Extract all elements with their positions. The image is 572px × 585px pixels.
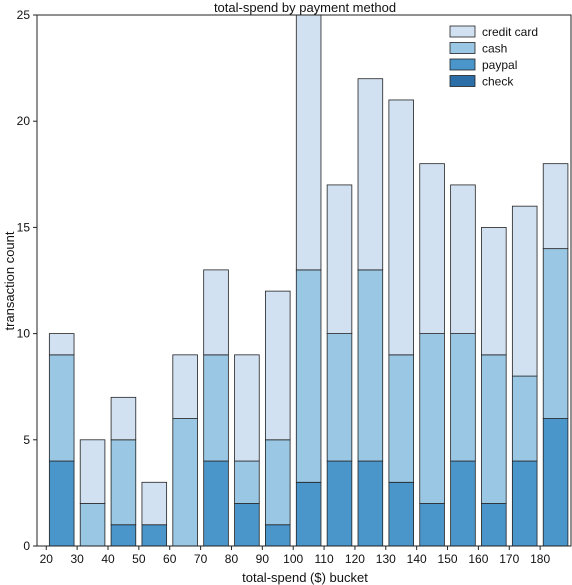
bar-cash-60 [172, 418, 198, 547]
legend-swatch-paypal [449, 58, 476, 71]
bar-paypal-170 [511, 460, 538, 547]
y-tick-label: 0 [23, 539, 30, 553]
x-tick-label: 50 [132, 552, 146, 566]
x-tick-label: 90 [256, 552, 270, 566]
bar-paypal-40 [110, 524, 137, 547]
x-tick-label: 120 [345, 552, 365, 566]
x-axis: 20 30 40 50 60 70 80 90 100 110 120 130 140 150 160 170… [40, 546, 550, 566]
bar-cash-80 [234, 460, 260, 504]
bar-cash-90 [265, 439, 291, 526]
bar-cash-160 [481, 354, 507, 504]
y-axis-label: transaction count [2, 231, 17, 330]
x-tick-label: 80 [225, 552, 239, 566]
bar-paypal-80 [234, 503, 260, 547]
bar-paypal-100 [295, 481, 322, 547]
bar-paypal-150 [450, 460, 476, 547]
bar-credit-card-110 [326, 184, 353, 334]
bar-credit-card-80 [234, 354, 260, 462]
x-tick-label: 70 [194, 552, 208, 566]
bar-credit-card-160 [481, 226, 507, 356]
legend: credit card cash paypal check [449, 25, 538, 89]
bar-credit-card-90 [265, 290, 291, 441]
y-axis: 0 5 10 15 20 25 [17, 8, 37, 553]
bar-credit-card-30 [79, 439, 106, 504]
y-tick-label: 20 [17, 114, 31, 128]
bar-credit-card-170 [511, 205, 538, 377]
bar-credit-card-100 [295, 14, 322, 271]
bars [48, 14, 569, 547]
bar-credit-card-120 [357, 78, 384, 271]
legend-label-paypal: paypal [482, 58, 517, 72]
bar-cash-120 [357, 269, 384, 462]
bar-cash-20 [48, 354, 75, 462]
bar-cash-130 [388, 354, 414, 483]
legend-label-credit-card: credit card [482, 25, 538, 39]
x-tick-label: 150 [438, 552, 458, 566]
y-tick-label: 10 [17, 327, 31, 341]
bar-paypal-110 [326, 460, 353, 547]
bar-credit-card-50 [141, 481, 168, 526]
bar-paypal-70 [203, 460, 229, 547]
bar-credit-card-40 [110, 396, 137, 441]
legend-label-cash: cash [482, 42, 507, 56]
bar-credit-card-150 [450, 184, 476, 334]
x-tick-label: 40 [101, 552, 115, 566]
bar-cash-30 [79, 503, 106, 547]
bar-paypal-160 [481, 503, 507, 547]
bar-cash-180 [542, 248, 569, 419]
bar-cash-100 [295, 269, 322, 483]
bar-credit-card-180 [542, 163, 569, 250]
bar-credit-card-70 [203, 269, 229, 356]
x-axis-label: total-spend ($) bucket [242, 570, 368, 585]
bar-paypal-120 [357, 460, 384, 547]
bar-paypal-180 [542, 418, 569, 547]
bar-cash-110 [326, 333, 353, 462]
x-tick-label: 170 [499, 552, 519, 566]
bar-cash-170 [511, 375, 538, 462]
bar-cash-70 [203, 354, 229, 462]
x-tick-label: 100 [283, 552, 303, 566]
bar-paypal-130 [388, 481, 414, 547]
x-tick-label: 180 [530, 552, 550, 566]
legend-label-check: check [482, 75, 514, 89]
legend-swatch-credit-card [449, 25, 476, 38]
bar-cash-150 [450, 333, 476, 462]
x-tick-label: 160 [468, 552, 488, 566]
chart-title: total-spend by payment method [214, 0, 396, 15]
x-tick-label: 110 [314, 552, 333, 566]
x-tick-label: 130 [376, 552, 396, 566]
legend-swatch-cash [449, 42, 476, 54]
bar-paypal-50 [141, 524, 168, 547]
bar-cash-40 [110, 439, 137, 526]
x-tick-label: 60 [163, 552, 177, 566]
bar-cash-140 [419, 333, 445, 504]
bar-credit-card-20 [48, 333, 75, 356]
x-tick-label: 20 [40, 552, 54, 566]
x-tick-label: 140 [407, 552, 427, 566]
bar-credit-card-130 [388, 99, 414, 356]
y-tick-label: 25 [17, 8, 31, 22]
x-tick-label: 30 [70, 552, 84, 566]
bar-paypal-140 [419, 503, 445, 547]
plot-frame [36, 14, 572, 547]
bar-credit-card-140 [419, 163, 445, 334]
y-tick-label: 15 [17, 220, 31, 234]
bar-credit-card-60 [172, 354, 198, 419]
y-tick-label: 5 [23, 433, 30, 447]
legend-swatch-check [449, 75, 476, 87]
bar-paypal-20 [48, 460, 75, 547]
bar-paypal-90 [265, 524, 291, 547]
